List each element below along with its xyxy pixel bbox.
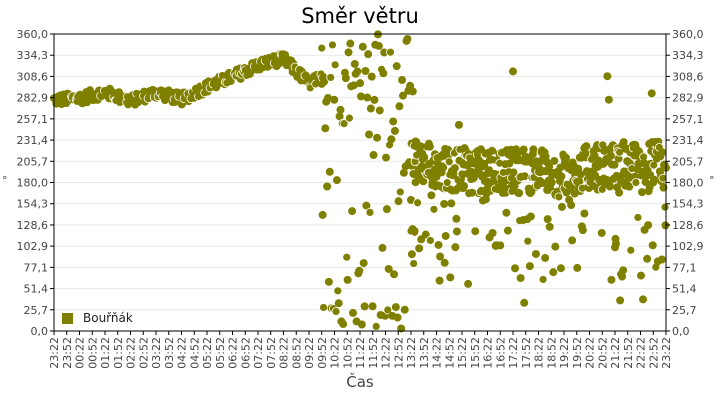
svg-text:20:22: 20:22 [584,337,597,369]
svg-text:01:22: 01:22 [99,337,112,369]
svg-text:205,7: 205,7 [672,155,704,168]
svg-text:334,3: 334,3 [672,49,704,62]
svg-text:231,4: 231,4 [17,134,49,147]
svg-text:06:52: 06:52 [239,337,252,369]
svg-text:308,6: 308,6 [672,70,704,83]
svg-text:12:52: 12:52 [392,337,405,369]
svg-text:102,9: 102,9 [17,240,49,253]
svg-text:21:52: 21:52 [622,337,635,369]
svg-text:128,6: 128,6 [17,219,49,232]
chart-title: Směr větru [301,4,419,28]
svg-text:04:22: 04:22 [176,337,189,369]
x-axis-title: Čas [346,373,374,391]
svg-text:10:52: 10:52 [341,337,354,369]
svg-text:13:52: 13:52 [418,337,431,369]
svg-text:360,0: 360,0 [672,28,704,41]
svg-text:308,6: 308,6 [17,70,49,83]
svg-text:20:52: 20:52 [596,337,609,369]
svg-text:14:22: 14:22 [431,337,444,369]
svg-text:03:22: 03:22 [150,337,163,369]
x-axis-labels: 23:22 23:52 00:22 00:52 01:22 01:52 02:22 02:52… [48,337,673,369]
svg-text:17:22: 17:22 [507,337,520,369]
y-axis-title-right: ° [709,174,715,187]
legend-label: Bouřňák [83,311,133,325]
svg-text:205,7: 205,7 [17,155,49,168]
svg-text:25,7: 25,7 [672,304,697,317]
svg-text:334,3: 334,3 [17,49,49,62]
svg-text:02:52: 02:52 [137,337,150,369]
svg-text:08:22: 08:22 [278,337,291,369]
svg-text:18:52: 18:52 [545,337,558,369]
svg-text:180,0: 180,0 [672,177,704,190]
svg-text:19:22: 19:22 [558,337,571,369]
svg-text:16:52: 16:52 [494,337,507,369]
svg-text:17:52: 17:52 [520,337,533,369]
svg-text:11:22: 11:22 [354,337,367,369]
svg-text:22:52: 22:52 [647,337,660,369]
svg-text:15:52: 15:52 [469,337,482,369]
svg-text:128,6: 128,6 [672,219,704,232]
svg-text:14:52: 14:52 [443,337,456,369]
data-points [50,30,670,333]
axes [50,33,670,335]
svg-text:180,0: 180,0 [17,177,49,190]
svg-text:06:22: 06:22 [227,337,240,369]
svg-text:05:22: 05:22 [201,337,214,369]
svg-text:231,4: 231,4 [672,134,704,147]
svg-text:23:52: 23:52 [61,337,74,369]
y-axis-right-labels: 0,0 25,7 51,4 77,1 102,9 128,6 154,3 180,0 205,7… [672,28,704,338]
svg-text:16:22: 16:22 [482,337,495,369]
svg-text:21:22: 21:22 [609,337,622,369]
svg-text:257,1: 257,1 [672,113,704,126]
svg-text:18:22: 18:22 [533,337,546,369]
svg-text:102,9: 102,9 [672,240,704,253]
svg-text:0,0: 0,0 [672,325,690,338]
svg-text:04:52: 04:52 [188,337,201,369]
y-axis-title-left: ° [2,174,8,187]
svg-text:154,3: 154,3 [17,198,49,211]
svg-text:51,4: 51,4 [24,283,49,296]
svg-text:11:52: 11:52 [367,337,380,369]
svg-text:51,4: 51,4 [672,283,697,296]
svg-text:25,7: 25,7 [24,304,49,317]
y-axis-left-labels: 0,0 25,7 51,4 77,1 102,9 128,6 154,3 180,0 205,7… [17,28,49,338]
svg-text:12:22: 12:22 [380,337,393,369]
svg-text:10:22: 10:22 [329,337,342,369]
svg-text:23:22: 23:22 [48,337,61,369]
svg-text:07:22: 07:22 [252,337,265,369]
svg-text:77,1: 77,1 [672,261,697,274]
svg-text:360,0: 360,0 [17,28,49,41]
svg-text:22:22: 22:22 [635,337,648,369]
svg-text:05:52: 05:52 [214,337,227,369]
svg-text:0,0: 0,0 [31,325,49,338]
svg-text:257,1: 257,1 [17,113,49,126]
svg-text:02:22: 02:22 [125,337,138,369]
svg-text:154,3: 154,3 [672,198,704,211]
svg-text:282,9: 282,9 [672,92,704,105]
svg-text:15:22: 15:22 [456,337,469,369]
svg-text:01:52: 01:52 [112,337,125,369]
svg-text:23:22: 23:22 [660,337,673,369]
svg-text:77,1: 77,1 [24,261,49,274]
svg-text:08:52: 08:52 [290,337,303,369]
svg-text:00:22: 00:22 [74,337,87,369]
legend-swatch [62,312,73,324]
svg-text:19:52: 19:52 [571,337,584,369]
legend: Bouřňák [62,311,133,325]
svg-text:07:52: 07:52 [265,337,278,369]
svg-text:282,9: 282,9 [17,92,49,105]
svg-text:09:22: 09:22 [303,337,316,369]
svg-text:03:52: 03:52 [163,337,176,369]
svg-text:13:22: 13:22 [405,337,418,369]
svg-text:00:52: 00:52 [86,337,99,369]
svg-text:09:52: 09:52 [316,337,329,369]
